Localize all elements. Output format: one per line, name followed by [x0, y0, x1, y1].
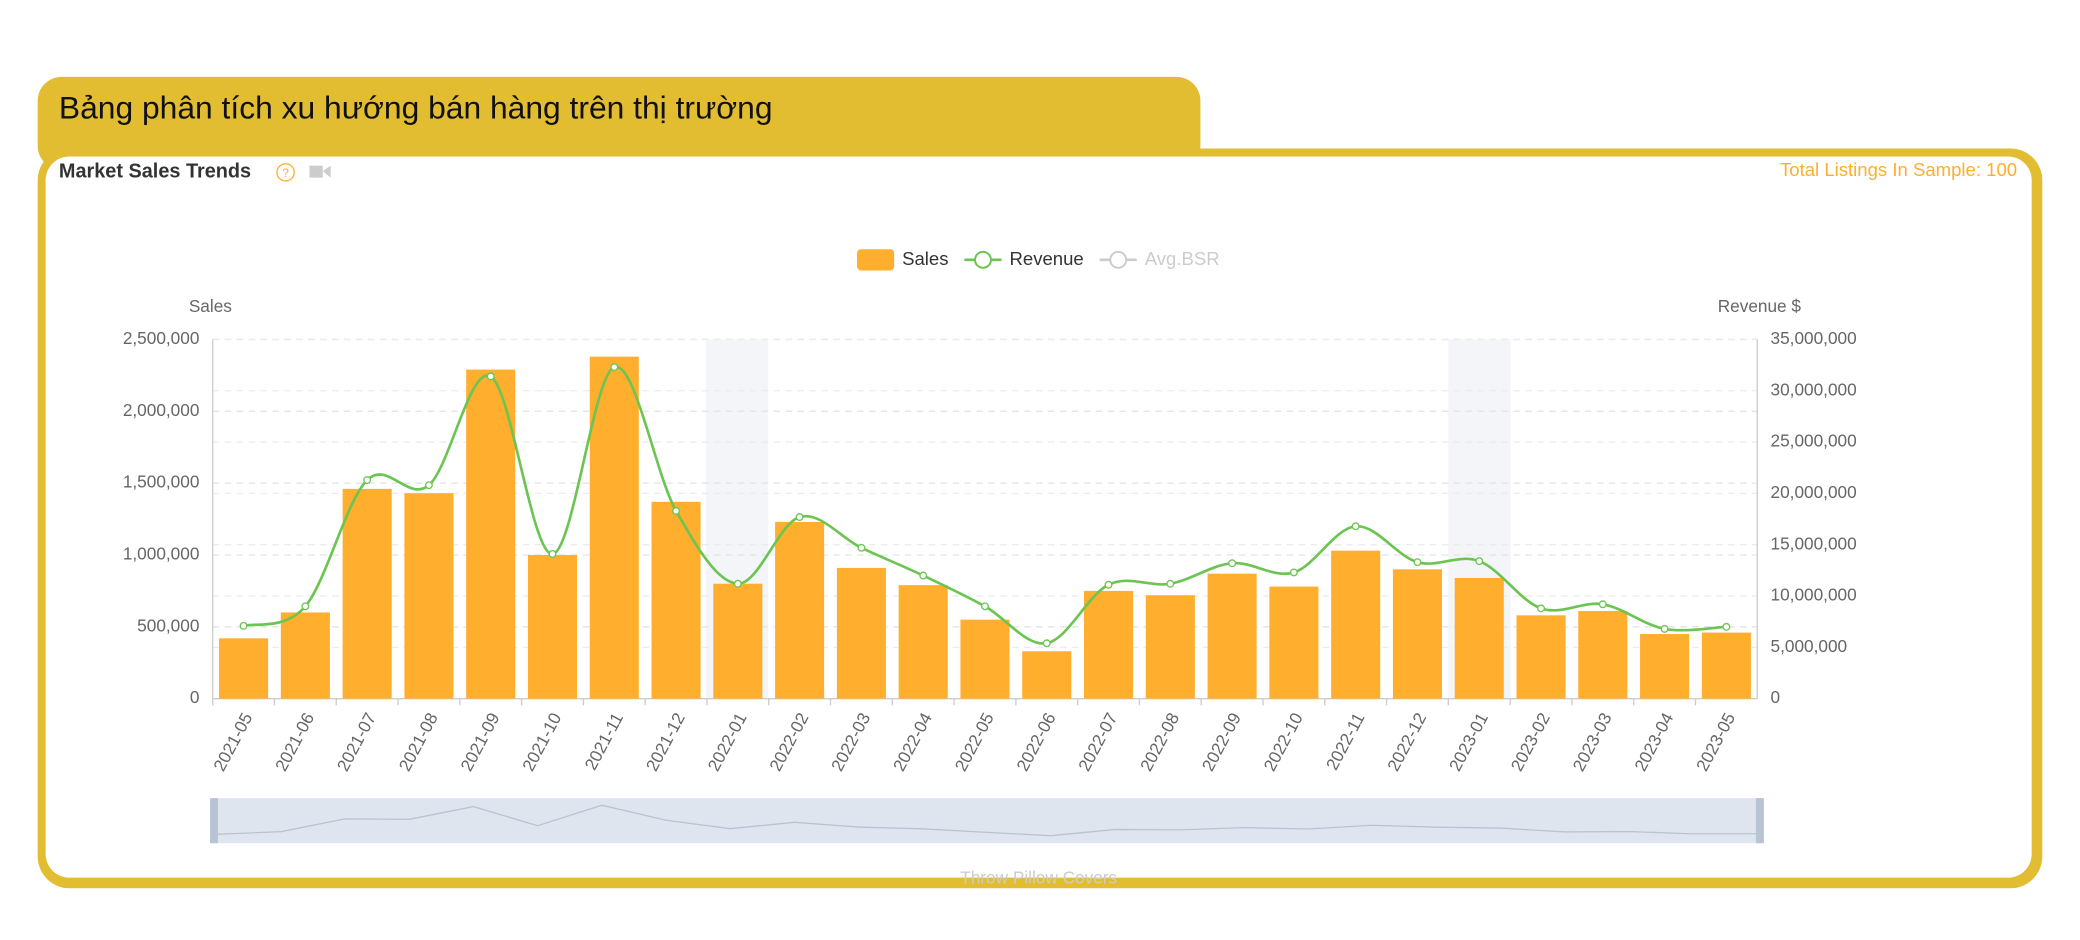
revenue-point	[1660, 624, 1669, 633]
revenue-point	[795, 513, 804, 521]
revenue-point	[672, 506, 681, 515]
bar	[527, 554, 578, 699]
revenue-point	[424, 481, 433, 490]
bar	[1640, 634, 1690, 699]
revenue-line	[243, 365, 1727, 645]
help-icon-mark: ?	[282, 166, 289, 180]
y2-tick-label: 0	[1771, 687, 1781, 707]
revenue-point	[1166, 579, 1175, 588]
bar	[651, 501, 701, 699]
y-tick-label: 2,500,000	[123, 328, 200, 348]
revenue-point	[1475, 557, 1484, 566]
video-icon[interactable]	[309, 165, 323, 178]
video-icon-tip	[322, 165, 331, 178]
revenue-point	[548, 549, 557, 558]
revenue-point	[981, 602, 989, 611]
revenue-point	[1042, 639, 1051, 648]
help-icon[interactable]	[276, 163, 295, 182]
listings-count: Total Listings In Sample: 100	[1780, 159, 2017, 180]
revenue-point	[301, 602, 310, 611]
bar	[342, 488, 392, 699]
y2-axis-title: Revenue $	[1718, 296, 1802, 316]
y2-tick-label: 5,000,000	[1771, 636, 1848, 656]
revenue-point	[1289, 568, 1298, 577]
zoom-handle-right[interactable]	[1755, 798, 1764, 844]
bar	[1516, 615, 1566, 699]
bar	[1145, 595, 1195, 699]
revenue-point	[239, 621, 248, 630]
bar	[219, 638, 269, 699]
bar	[836, 567, 886, 699]
y2-tick-label: 25,000,000	[1771, 431, 1857, 451]
footer-label: Throw Pillow Covers	[960, 868, 1117, 888]
legend-swatch	[974, 250, 992, 269]
y-axis-title: Sales	[189, 296, 232, 316]
revenue-point	[610, 363, 619, 372]
panel-title: Market Sales Trends	[59, 161, 251, 183]
bar	[898, 585, 948, 699]
bar	[1578, 611, 1628, 699]
y-tick-label: 500,000	[137, 615, 199, 635]
bar	[404, 493, 454, 699]
revenue-point	[857, 543, 866, 552]
zoom-handle-left[interactable]	[210, 798, 218, 844]
bar	[1392, 569, 1442, 699]
revenue-point	[363, 476, 372, 485]
bar	[1454, 577, 1504, 699]
header-title: Bảng phân tích xu hướng bán hàng trên th…	[59, 89, 773, 125]
revenue-point	[1598, 600, 1607, 609]
header-tab	[37, 76, 1201, 170]
y2-tick-label: 15,000,000	[1771, 533, 1857, 553]
y2-tick-label: 35,000,000	[1771, 328, 1857, 348]
y-tick-label: 1,000,000	[123, 544, 200, 564]
bar	[1269, 586, 1319, 699]
legend-swatch	[1109, 250, 1128, 269]
revenue-point	[486, 372, 495, 381]
legend-swatch	[857, 249, 895, 271]
revenue-point	[733, 579, 742, 588]
zoom-sparkline	[216, 804, 1758, 837]
y2-tick-label: 20,000,000	[1771, 482, 1857, 502]
revenue-point	[1537, 604, 1546, 613]
bar	[1701, 632, 1751, 699]
y-tick-label: 1,500,000	[123, 472, 200, 492]
bar	[775, 521, 825, 699]
y2-tick-label: 10,000,000	[1771, 585, 1857, 605]
y2-tick-label: 30,000,000	[1771, 379, 1857, 399]
bar	[466, 369, 516, 699]
bar	[1207, 573, 1257, 699]
bar	[1084, 590, 1134, 699]
revenue-point	[1413, 558, 1422, 567]
bar	[960, 619, 1010, 699]
bar	[1022, 651, 1072, 699]
revenue-point	[1228, 559, 1237, 568]
zoom-slider[interactable]	[212, 798, 1762, 844]
bar	[280, 612, 330, 699]
revenue-point	[1351, 522, 1360, 531]
revenue-point	[1722, 622, 1731, 631]
bar	[1331, 550, 1381, 699]
bar	[589, 356, 639, 699]
y-tick-label: 0	[190, 687, 200, 707]
legend-label[interactable]: Revenue	[1010, 248, 1084, 269]
y-tick-label: 2,000,000	[123, 400, 200, 420]
revenue-point	[919, 571, 928, 580]
legend-label[interactable]: Avg.BSR	[1145, 248, 1220, 269]
legend-label[interactable]: Sales	[902, 248, 948, 269]
revenue-point	[1104, 580, 1113, 589]
bar	[713, 583, 763, 699]
